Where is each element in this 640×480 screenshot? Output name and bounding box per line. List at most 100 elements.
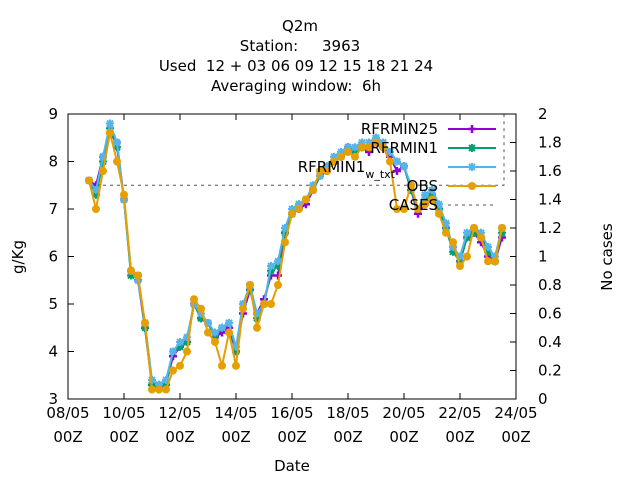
series-3-point-0	[85, 176, 93, 185]
plot-frame	[67, 113, 517, 400]
x-tick-sublabel-5: 00Z	[333, 428, 362, 446]
series-3-point-5	[120, 190, 128, 199]
series-2-point-35	[330, 152, 338, 161]
y2-axis-label: No cases	[598, 223, 616, 291]
legend-entry-1: RFRMIN1	[370, 139, 496, 157]
y2-tick-label-8: 1.6	[538, 162, 562, 180]
series-2-point-4	[113, 138, 121, 147]
y-axis-label: g/Kg	[9, 240, 27, 274]
series-2-point-24	[253, 309, 261, 318]
series-2-point-52	[449, 243, 457, 251]
series-2-point-38	[351, 143, 359, 152]
series-2-point-3	[106, 119, 114, 128]
series-2-point-53	[456, 252, 464, 261]
series-3-point-16	[197, 304, 205, 313]
series-2-point-11	[162, 376, 170, 384]
series-2-point-21	[232, 342, 240, 351]
x-tick-label-2: 12/05	[158, 404, 201, 422]
y2-tick-label-1: 0.2	[538, 362, 562, 380]
series-3-point-52	[449, 238, 457, 247]
series-3-point-47	[414, 205, 422, 213]
series-1-point-48	[421, 195, 429, 204]
series-3-point-11	[162, 385, 170, 394]
series-3-point-31	[302, 195, 310, 204]
series-3-point-28	[281, 238, 289, 247]
series-2-point-40	[365, 138, 373, 147]
x-tick-sublabel-1: 00Z	[109, 428, 138, 446]
series-3-point-13	[176, 361, 184, 370]
series-2-point-16	[197, 309, 205, 318]
series-3-point-42	[379, 143, 387, 152]
series-3-point-51	[442, 228, 450, 237]
series-3-point-39	[358, 143, 366, 152]
series-3-point-25	[260, 300, 268, 308]
series-3-point-58	[491, 257, 499, 266]
series-2-point-29	[288, 205, 296, 213]
legend-marker-3	[468, 182, 476, 190]
series-3-point-6	[127, 266, 135, 275]
y2-tick-label-9: 1.8	[538, 134, 562, 152]
x-tick-label-7: 22/05	[438, 404, 481, 422]
x-tick-label-1: 10/05	[102, 404, 145, 422]
series-3-point-56	[477, 233, 485, 242]
series-2-point-17	[204, 319, 212, 327]
series-1-point-14	[183, 338, 191, 346]
series-2-point-44	[393, 157, 401, 166]
series-3-point-29	[288, 209, 296, 218]
y-tick-label-1: 4	[48, 343, 58, 361]
y2-tick-label-6: 1.2	[538, 219, 562, 237]
series-1-point-55	[470, 228, 478, 237]
series-line-3	[88, 132, 503, 391]
y2-tick-label-0: 0	[538, 390, 548, 408]
series-1-point-54	[463, 233, 471, 242]
series-3-point-32	[309, 186, 317, 194]
series-1-point-6	[127, 271, 135, 280]
legend-label-4: CASES	[389, 196, 438, 214]
series-2-point-22	[239, 300, 247, 308]
series-1-point-18	[211, 333, 219, 342]
series-2-point-36	[337, 148, 345, 156]
series-3-point-4	[113, 157, 121, 166]
series-2-point-2	[99, 152, 107, 161]
legend-label-main-2: RFRMIN1	[298, 158, 366, 176]
series-3-point-37	[344, 148, 352, 156]
series-3-point-18	[211, 338, 219, 346]
legend-entry-4: CASES	[389, 196, 496, 214]
y-tick-label-4: 7	[48, 200, 58, 218]
series-3-point-23	[246, 281, 254, 289]
series-2-point-57	[484, 243, 492, 251]
series-2-point-12	[169, 347, 177, 356]
series-2-point-10	[155, 380, 163, 389]
series-1-point-27	[274, 262, 282, 270]
legend-label-2: RFRMIN1w_txt	[298, 158, 396, 181]
x-tick-sublabel-7: 00Z	[445, 428, 474, 446]
series-2-point-48	[421, 190, 429, 199]
legend-label-1: RFRMIN1	[370, 139, 438, 157]
series-3-point-49	[428, 195, 436, 204]
series-1-point-46	[407, 186, 415, 194]
y2-tick-label-10: 2	[538, 105, 548, 123]
series-3-point-17	[204, 328, 212, 337]
series-3-point-34	[323, 167, 331, 175]
series-line-1	[88, 127, 503, 386]
y-tick-label-3: 6	[48, 248, 58, 266]
series-3-point-14	[183, 347, 191, 356]
chart-title: Q2m Station: 3963 Used 12 + 03 06 09 12 …	[159, 17, 433, 95]
legend-marker-2	[468, 163, 476, 171]
series-3-point-55	[470, 224, 478, 232]
series-3-point-27	[274, 281, 282, 289]
series-1-point-21	[232, 347, 240, 356]
series-2-point-49	[428, 186, 436, 194]
series-3-point-2	[99, 167, 107, 175]
series-3-point-35	[330, 157, 338, 166]
series-1-point-16	[197, 314, 205, 323]
y2-tick-label-5: 1	[538, 248, 548, 266]
series-2-point-34	[323, 162, 331, 171]
series-2-point-19	[218, 323, 226, 332]
series-3-point-59	[498, 224, 506, 232]
series-2-point-27	[274, 257, 282, 266]
series-3-point-57	[484, 257, 492, 266]
series-3-point-38	[351, 152, 359, 161]
x-axis-label: Date	[274, 457, 310, 475]
